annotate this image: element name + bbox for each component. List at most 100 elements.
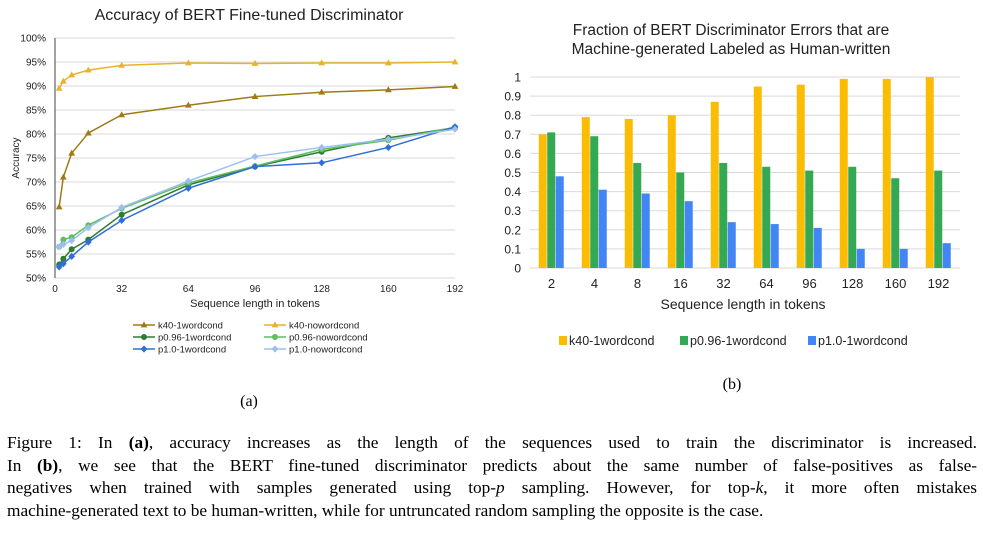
bar (891, 178, 900, 268)
bar (925, 77, 934, 268)
y-tick-label: 70% (26, 178, 46, 189)
data-point (118, 216, 126, 224)
legend-label: p0.96-1wordcond (158, 333, 231, 344)
y-tick-label: 0.2 (504, 223, 521, 237)
subfigure-label-a: (a) (240, 393, 258, 410)
x-tick-label: 32 (116, 284, 128, 295)
data-point (59, 260, 67, 268)
data-point (118, 203, 126, 212)
data-point (451, 58, 459, 65)
y-tick-label: 50% (26, 274, 46, 285)
caption-italic: k (755, 478, 764, 497)
data-point (318, 159, 326, 167)
legend-label: p1.0-1wordcond (158, 345, 226, 356)
data-point (384, 143, 392, 152)
caption-bold: (b) (37, 455, 59, 475)
data-point (251, 59, 259, 66)
y-axis-title: Accuracy (11, 137, 22, 178)
bar (624, 119, 633, 269)
data-point (318, 143, 326, 152)
legend-label: p0.96-nowordcond (289, 333, 368, 344)
x-tick-label: 16 (673, 276, 687, 291)
y-tick-label: 0.3 (504, 204, 521, 218)
data-point (55, 263, 63, 271)
x-tick-label: 192 (928, 276, 950, 291)
data-point (184, 59, 192, 66)
x-tick-label: 160 (885, 276, 907, 291)
data-point (84, 66, 92, 73)
data-point (68, 71, 76, 78)
y-tick-label: 0.6 (504, 147, 521, 161)
y-tick-label: 65% (26, 202, 46, 213)
x-tick-label: 128 (842, 276, 864, 291)
caption-italic: p (496, 478, 505, 497)
bar (633, 162, 642, 268)
data-point (451, 82, 459, 89)
bar (667, 115, 676, 268)
data-point (251, 152, 259, 161)
caption-line: machine-generated text to be human-writt… (7, 500, 764, 520)
data-point (118, 211, 125, 218)
x-tick-label: 96 (802, 276, 816, 291)
data-point (59, 240, 67, 248)
y-tick-label: 1 (514, 71, 521, 85)
series-line (58, 128, 456, 248)
bar (856, 248, 865, 268)
bar (848, 166, 857, 268)
y-tick-label: 95% (26, 58, 46, 69)
x-tick-label: 2 (548, 276, 555, 291)
bar (598, 189, 607, 268)
bar (727, 222, 736, 268)
y-tick-label: 80% (26, 130, 46, 141)
x-tick-label: 0 (52, 284, 58, 295)
x-tick-label: 64 (183, 284, 195, 295)
figure-caption: Figure 1: In (a), accuracy increases as … (7, 432, 977, 522)
bar (942, 243, 951, 268)
legend-swatch (680, 336, 688, 345)
bar (547, 132, 556, 268)
data-point (184, 184, 192, 192)
data-point (318, 88, 326, 95)
x-tick-label: 128 (313, 284, 330, 295)
bar (538, 134, 547, 268)
data-point (60, 236, 67, 243)
chart-a-title: Accuracy of BERT Fine-tuned Discriminato… (95, 7, 405, 24)
legend-label: p1.0-nowordcond (289, 345, 362, 356)
x-tick-label: 32 (716, 276, 730, 291)
bar (753, 86, 762, 268)
accuracy-line-chart: Accuracy of BERT Fine-tuned Discriminato… (11, 7, 464, 356)
error-fraction-bar-chart: Fraction of BERT Discriminator Errors th… (504, 22, 960, 348)
x-tick-label: 4 (591, 276, 598, 291)
bar (719, 162, 728, 268)
legend-swatch (559, 336, 567, 345)
legend-label: p1.0-1wordcond (818, 334, 908, 348)
subfigure-label-b: (b) (723, 376, 742, 393)
x-axis-title: Sequence length in tokens (660, 296, 825, 312)
series-line (58, 85, 456, 208)
y-tick-label: 0 (514, 262, 521, 276)
bar (684, 201, 693, 268)
bar (770, 224, 779, 268)
data-point (271, 345, 279, 353)
data-point (384, 59, 392, 66)
data-point (84, 129, 92, 136)
y-tick-label: 0.7 (504, 128, 521, 142)
x-axis-title: Sequence length in tokens (190, 298, 320, 310)
legend-label: k40-1wordcond (569, 334, 655, 348)
x-tick-label: 160 (380, 284, 397, 295)
y-tick-label: 55% (26, 250, 46, 261)
data-point (59, 77, 67, 84)
y-tick-label: 0.9 (504, 90, 521, 104)
y-tick-label: 0.8 (504, 109, 521, 123)
data-point (118, 111, 126, 118)
bar (796, 84, 805, 268)
chart-b-title: Machine-generated Labeled as Human-writt… (572, 41, 891, 58)
data-point (68, 149, 76, 156)
bar (839, 78, 848, 268)
y-tick-label: 85% (26, 106, 46, 117)
bar (590, 136, 599, 268)
data-point (60, 255, 67, 262)
data-point (271, 321, 279, 328)
bar (762, 166, 771, 268)
data-point (451, 125, 459, 133)
